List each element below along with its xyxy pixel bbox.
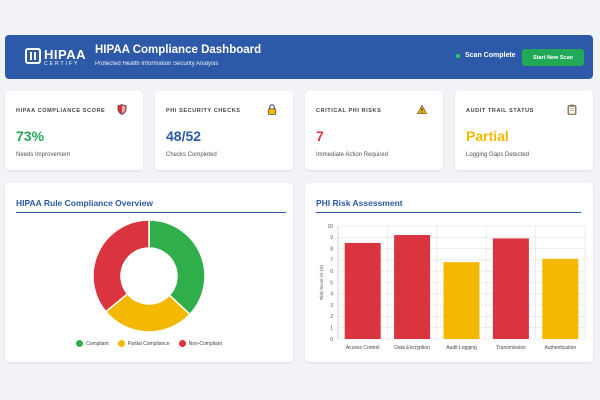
start-new-scan-button[interactable]: Start New Scan <box>522 49 584 66</box>
panel-divider <box>16 212 286 213</box>
y-tick-label: 7 <box>330 258 333 264</box>
logo-subtext: CERTIFY <box>44 61 80 67</box>
card-label: AUDIT TRAIL STATUS <box>466 108 534 114</box>
y-tick-label: 9 <box>330 235 333 241</box>
page-subtitle: Protected Health Information Security An… <box>95 61 219 67</box>
phi-risk-assessment-panel: PHI Risk Assessment 0 1 2 3 4 5 6 7 8 9 10 Access C… <box>305 183 593 362</box>
panel-title: HIPAA Rule Compliance Overview <box>16 198 153 208</box>
card-description: Immediate Action Required <box>316 152 389 158</box>
status-dot-icon <box>456 53 460 58</box>
bar-authentication[interactable] <box>542 258 579 339</box>
logo-text: HIPAA <box>44 47 86 62</box>
y-tick-label: 4 <box>330 292 333 298</box>
logo-mark-icon <box>25 48 41 64</box>
page-title: HIPAA Compliance Dashboard <box>95 44 262 56</box>
card-label: PHI SECURITY CHECKS <box>166 108 241 114</box>
bar-audit-logging[interactable] <box>443 262 480 339</box>
bar-transmission[interactable] <box>492 238 529 339</box>
audit-trail-status-card: AUDIT TRAIL STATUS Partial Logging Gaps … <box>455 91 593 170</box>
x-tick-label: Data Encryption <box>394 345 430 351</box>
shield-icon <box>117 104 127 115</box>
x-tick-label: Transmission <box>496 345 526 351</box>
hipaa-certify-logo: HIPAA CERTIFY <box>25 47 85 69</box>
y-tick-label: 0 <box>330 337 333 343</box>
card-value: 48/52 <box>166 128 202 144</box>
clipboard-icon <box>567 104 577 115</box>
legend-item-compliant[interactable]: Compliant <box>76 340 109 347</box>
y-tick-label: 8 <box>330 246 333 252</box>
warning-icon <box>417 104 427 114</box>
card-label: HIPAA COMPLIANCE SCORE <box>16 108 106 114</box>
y-tick-label: 1 <box>330 326 333 332</box>
phi-security-checks-card: PHI SECURITY CHECKS 48/52 Checks Complet… <box>155 91 293 170</box>
lock-icon <box>267 104 277 115</box>
legend-swatch <box>76 340 84 347</box>
compliance-overview-panel: HIPAA Rule Compliance Overview Compliant… <box>5 183 293 362</box>
donut-slice-partial-compliance[interactable] <box>104 292 191 333</box>
chart-legend: Compliant Partial Compliance Non-Complia… <box>5 340 293 347</box>
y-tick-label: 2 <box>330 314 333 320</box>
legend-item-non-compliant[interactable]: Non-Compliant <box>178 340 222 347</box>
risk-bar-chart: 0 1 2 3 4 5 6 7 8 9 10 Access Control Data Encryptio… <box>319 224 586 351</box>
legend-label: Partial Compliance <box>127 340 170 347</box>
critical-phi-risks-card: CRITICAL PHI RISKS 7 Immediate Action Re… <box>305 91 443 170</box>
legend-swatch <box>117 340 125 347</box>
legend-label: Compliant <box>86 340 109 347</box>
card-value: 7 <box>316 128 324 144</box>
y-tick-label: 6 <box>330 269 333 275</box>
card-label: CRITICAL PHI RISKS <box>316 108 382 114</box>
legend-swatch <box>178 340 186 347</box>
y-axis-label: Risk Score (0-10) <box>319 264 324 300</box>
card-description: Needs Improvement <box>16 152 71 158</box>
x-tick-label: Authentication <box>544 345 576 351</box>
bar-data-encryption[interactable] <box>394 235 431 339</box>
donut-slice-non-compliant[interactable] <box>92 219 150 313</box>
legend-item-partial[interactable]: Partial Compliance <box>117 340 170 347</box>
y-tick-label: 5 <box>330 280 333 286</box>
card-value: Partial <box>466 128 509 144</box>
compliance-donut-chart <box>92 219 206 333</box>
donut-slice-compliant[interactable] <box>148 219 206 316</box>
compliance-score-card: HIPAA COMPLIANCE SCORE 73% Needs Improve… <box>5 91 143 170</box>
y-tick-label: 3 <box>330 303 333 309</box>
card-value: 73% <box>16 128 45 144</box>
panel-divider <box>316 212 581 213</box>
card-description: Checks Completed <box>166 152 217 158</box>
y-tick-label: 10 <box>327 224 333 230</box>
dashboard-header: HIPAA CERTIFY HIPAA Compliance Dashboard… <box>5 35 593 79</box>
x-tick-label: Access Control <box>346 345 380 351</box>
bar-access-control[interactable] <box>344 242 381 339</box>
scan-status: Scan Complete <box>456 52 516 59</box>
legend-label: Non-Compliant <box>188 340 222 347</box>
card-description: Logging Gaps Detected <box>466 152 530 158</box>
x-tick-label: Audit Logging <box>446 345 477 351</box>
scan-status-text: Scan Complete <box>465 52 516 59</box>
panel-title: PHI Risk Assessment <box>316 198 403 208</box>
